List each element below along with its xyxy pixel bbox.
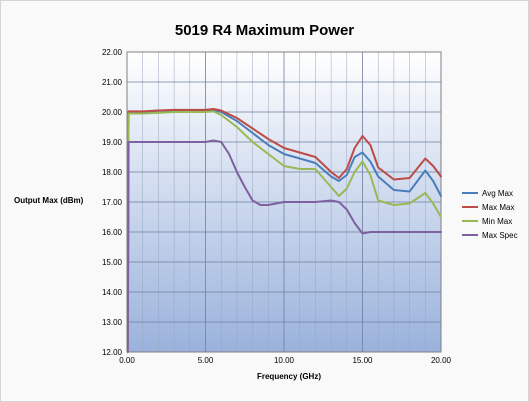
y-tick-label: 12.00 (102, 348, 123, 357)
legend-item: Avg Max (462, 186, 518, 200)
x-tick-label: 0.00 (119, 356, 135, 365)
legend-label: Max Spec (482, 230, 518, 240)
legend: Avg Max Max Max Min Max Max Spec (462, 186, 518, 242)
y-tick-label: 19.00 (102, 138, 123, 147)
x-tick-label: 10.00 (274, 356, 295, 365)
x-tick-label: 15.00 (352, 356, 373, 365)
legend-label: Avg Max (482, 188, 513, 198)
legend-label: Max Max (482, 202, 515, 212)
y-tick-label: 13.00 (102, 318, 123, 327)
y-tick-label: 15.00 (102, 258, 123, 267)
y-tick-label: 21.00 (102, 78, 123, 87)
y-tick-label: 18.00 (102, 168, 123, 177)
legend-item: Max Max (462, 200, 518, 214)
legend-swatch (462, 206, 478, 208)
legend-swatch (462, 220, 478, 222)
legend-swatch (462, 234, 478, 236)
chart-title: 5019 R4 Maximum Power (174, 22, 355, 39)
x-tick-label: 5.00 (198, 356, 214, 365)
y-axis-label: Output Max (dBm) (14, 196, 84, 205)
y-tick-label: 14.00 (102, 288, 123, 297)
legend-label: Min Max (482, 216, 513, 226)
series-line-max-max (126, 108, 442, 353)
legend-swatch (462, 192, 478, 194)
legend-item: Min Max (462, 214, 518, 228)
y-tick-label: 22.00 (102, 48, 123, 57)
y-tick-label: 17.00 (102, 198, 123, 207)
x-tick-label: 20.00 (431, 356, 452, 365)
x-axis-label: Frequency (GHz) (256, 372, 321, 381)
legend-item: Max Spec (462, 228, 518, 242)
y-tick-label: 16.00 (102, 228, 123, 237)
series-line-max-spec (126, 139, 442, 353)
y-tick-label: 20.00 (102, 108, 123, 117)
plot-border (126, 51, 442, 353)
series-line-min-max (126, 110, 442, 353)
